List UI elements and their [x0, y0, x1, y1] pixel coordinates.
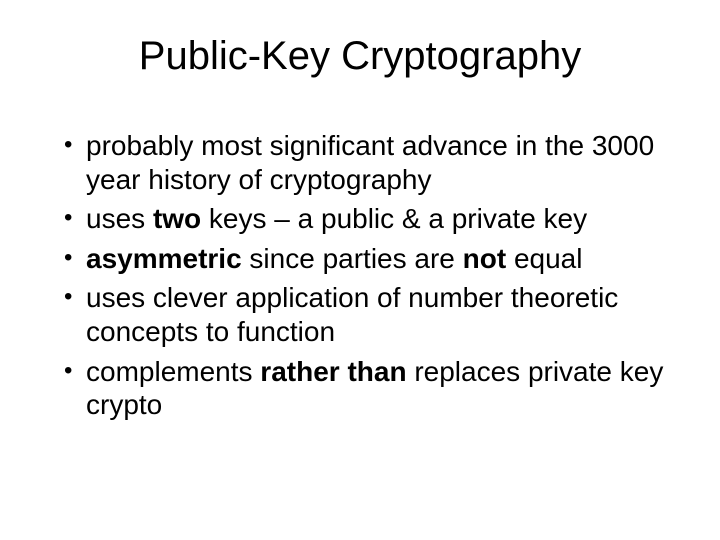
bullet-text: complements	[86, 356, 260, 387]
bullet-text-bold: not	[463, 243, 507, 274]
slide: Public-Key Cryptography probably most si…	[0, 0, 720, 540]
bullet-text: uses clever application of number theore…	[86, 282, 618, 347]
bullet-text-bold: rather than	[260, 356, 406, 387]
list-item: uses clever application of number theore…	[64, 281, 680, 348]
list-item: complements rather than replaces private…	[64, 355, 680, 422]
bullet-text-bold: asymmetric	[86, 243, 242, 274]
bullet-text: probably most significant advance in the…	[86, 130, 654, 195]
list-item: probably most significant advance in the…	[64, 129, 680, 196]
bullet-text: uses	[86, 203, 153, 234]
list-item: uses two keys – a public & a private key	[64, 202, 680, 236]
bullet-text: since parties are	[242, 243, 463, 274]
bullet-list: probably most significant advance in the…	[40, 129, 680, 422]
slide-title: Public-Key Cryptography	[40, 34, 680, 79]
bullet-text: equal	[506, 243, 582, 274]
bullet-text: keys – a public & a private key	[201, 203, 587, 234]
bullet-text-bold: two	[153, 203, 201, 234]
list-item: asymmetric since parties are not equal	[64, 242, 680, 276]
